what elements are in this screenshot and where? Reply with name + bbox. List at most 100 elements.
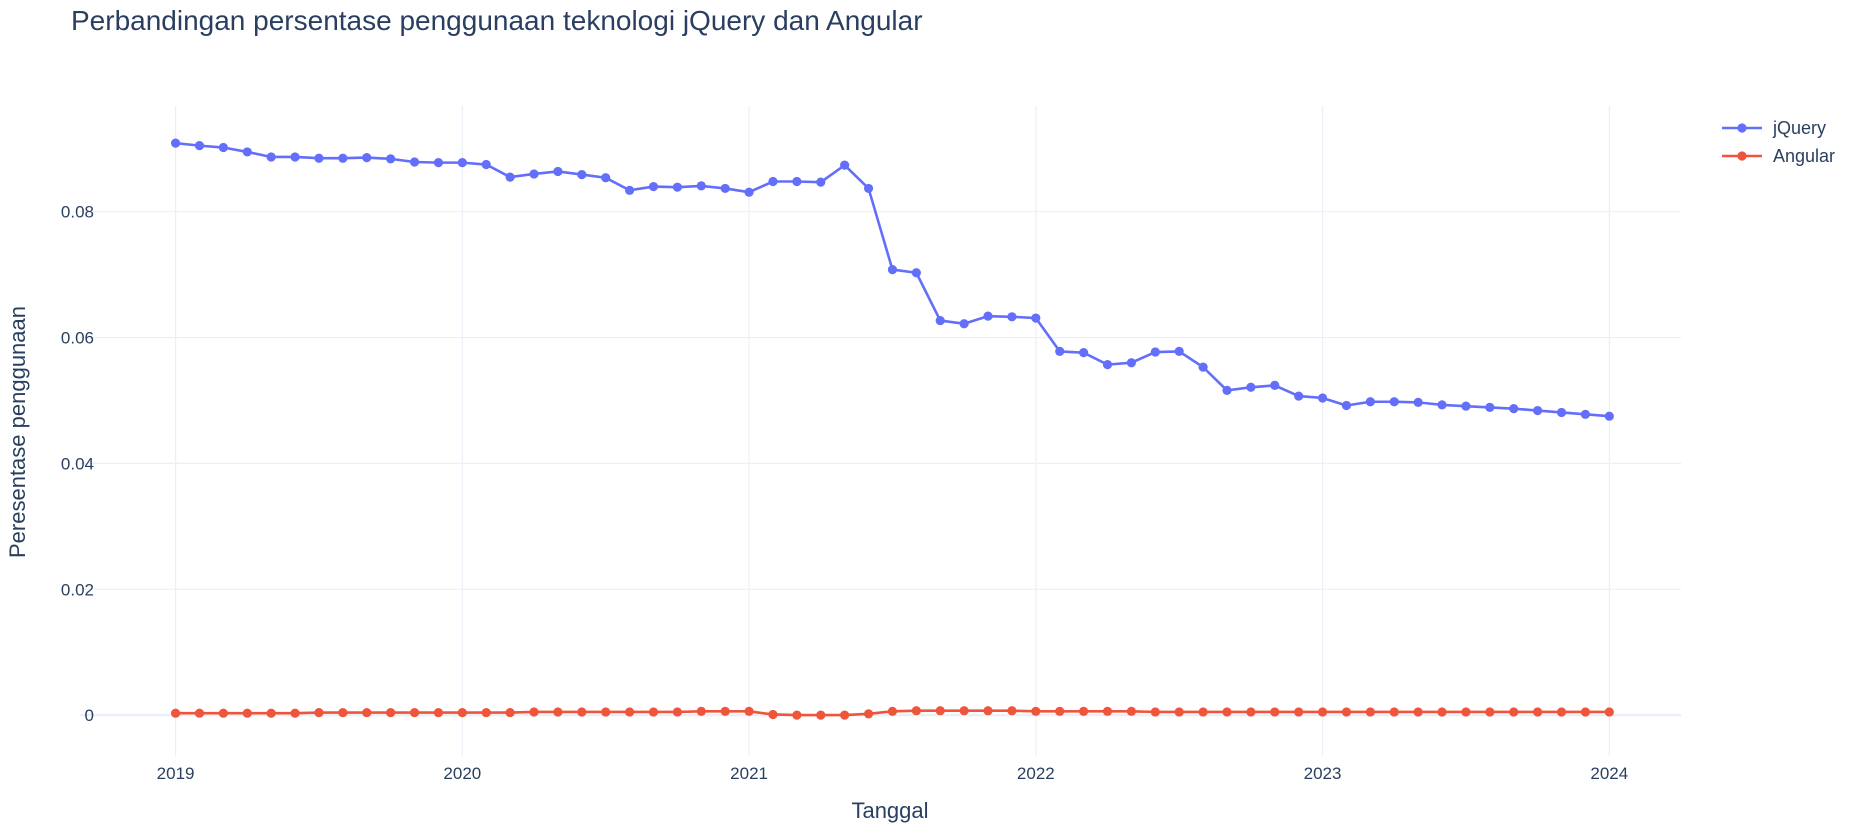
data-point[interactable]	[744, 706, 754, 716]
data-point[interactable]	[1604, 707, 1614, 717]
data-point[interactable]	[1556, 407, 1567, 418]
data-point[interactable]	[1174, 707, 1184, 717]
data-point[interactable]	[481, 159, 491, 170]
data-point[interactable]	[386, 154, 396, 164]
data-point[interactable]	[314, 153, 324, 163]
data-point[interactable]	[481, 707, 491, 718]
data-point[interactable]	[1246, 382, 1256, 392]
data-point[interactable]	[768, 709, 778, 720]
data-point[interactable]	[1413, 397, 1423, 407]
data-point[interactable]	[935, 315, 945, 326]
data-point[interactable]	[648, 181, 659, 192]
data-point[interactable]	[1317, 707, 1328, 717]
legend-item-angular[interactable]: Angular	[1722, 146, 1835, 166]
data-point[interactable]	[409, 707, 420, 718]
data-point[interactable]	[1461, 401, 1471, 411]
data-point[interactable]	[194, 141, 205, 151]
data-point[interactable]	[816, 177, 826, 187]
data-point[interactable]	[1246, 707, 1256, 717]
data-point[interactable]	[529, 169, 539, 179]
data-point[interactable]	[1150, 707, 1160, 717]
data-point[interactable]	[768, 176, 778, 187]
data-point[interactable]	[1437, 707, 1447, 717]
data-point[interactable]	[672, 182, 682, 192]
data-point[interactable]	[505, 172, 515, 182]
data-point[interactable]	[457, 158, 467, 168]
data-point[interactable]	[1270, 380, 1280, 390]
data-point[interactable]	[1174, 346, 1184, 356]
data-point[interactable]	[840, 160, 850, 170]
data-point[interactable]	[290, 708, 300, 718]
data-point[interactable]	[696, 706, 706, 716]
data-point[interactable]	[170, 138, 181, 148]
data-point[interactable]	[1389, 707, 1399, 717]
data-point[interactable]	[1079, 706, 1089, 716]
data-point[interactable]	[648, 707, 659, 717]
data-point[interactable]	[1294, 707, 1304, 717]
data-point[interactable]	[1031, 706, 1041, 716]
data-point[interactable]	[1533, 405, 1543, 416]
data-point[interactable]	[314, 707, 324, 718]
data-point[interactable]	[1437, 400, 1447, 410]
data-point[interactable]	[1102, 360, 1113, 370]
data-point[interactable]	[863, 183, 874, 194]
data-point[interactable]	[1580, 409, 1591, 419]
data-point[interactable]	[1222, 385, 1232, 396]
data-point[interactable]	[1341, 707, 1352, 717]
data-point[interactable]	[887, 265, 898, 275]
data-point[interactable]	[577, 169, 587, 180]
data-point[interactable]	[959, 319, 969, 329]
data-point[interactable]	[983, 311, 993, 321]
data-point[interactable]	[1126, 358, 1136, 368]
data-point[interactable]	[1007, 706, 1017, 716]
data-point[interactable]	[1365, 397, 1375, 407]
data-point[interactable]	[242, 147, 252, 157]
data-point[interactable]	[242, 708, 252, 718]
data-point[interactable]	[553, 707, 563, 717]
data-point[interactable]	[290, 152, 300, 162]
data-point[interactable]	[362, 153, 372, 163]
legend[interactable]: jQuery Angular	[1722, 118, 1835, 166]
data-point[interactable]	[338, 707, 348, 718]
data-point[interactable]	[1126, 706, 1136, 716]
data-point[interactable]	[433, 707, 444, 718]
data-point[interactable]	[1365, 707, 1375, 717]
data-point[interactable]	[601, 707, 611, 717]
data-point[interactable]	[1509, 404, 1519, 414]
data-point[interactable]	[696, 181, 706, 191]
data-point[interactable]	[1198, 362, 1208, 372]
data-point[interactable]	[170, 708, 181, 718]
legend-item-jquery[interactable]: jQuery	[1722, 118, 1826, 138]
data-point[interactable]	[1580, 707, 1591, 717]
data-point[interactable]	[672, 707, 682, 717]
data-point[interactable]	[1055, 706, 1065, 716]
data-point[interactable]	[266, 152, 276, 162]
data-point[interactable]	[1413, 707, 1423, 717]
data-point[interactable]	[266, 708, 276, 718]
data-point[interactable]	[1604, 411, 1614, 421]
data-point[interactable]	[1485, 707, 1495, 717]
data-point[interactable]	[1102, 706, 1113, 716]
data-point[interactable]	[1294, 391, 1304, 401]
data-point[interactable]	[983, 706, 993, 716]
data-point[interactable]	[1509, 707, 1519, 717]
data-point[interactable]	[792, 710, 802, 720]
data-point[interactable]	[1055, 346, 1065, 356]
data-point[interactable]	[935, 706, 945, 716]
data-point[interactable]	[625, 707, 635, 717]
data-point[interactable]	[1222, 707, 1232, 717]
data-point[interactable]	[577, 707, 587, 717]
data-point[interactable]	[1317, 393, 1328, 403]
data-point[interactable]	[625, 185, 635, 195]
data-point[interactable]	[1150, 347, 1160, 357]
data-point[interactable]	[433, 158, 444, 168]
data-point[interactable]	[457, 707, 467, 718]
data-point[interactable]	[529, 707, 539, 717]
data-point[interactable]	[959, 706, 969, 716]
data-point[interactable]	[720, 706, 730, 716]
data-point[interactable]	[194, 708, 205, 718]
data-point[interactable]	[744, 187, 754, 197]
data-point[interactable]	[553, 166, 563, 177]
data-point[interactable]	[911, 268, 921, 278]
data-point[interactable]	[1198, 707, 1208, 717]
